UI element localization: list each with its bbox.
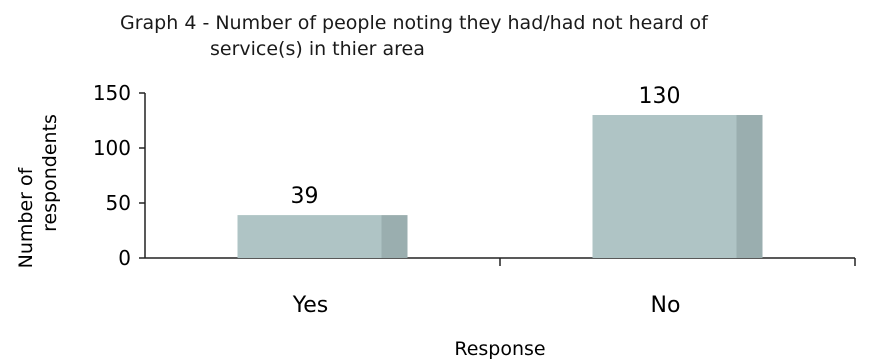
x-axis-title: Response <box>454 338 545 360</box>
x-tick-label-yes: Yes <box>292 293 329 318</box>
y-tick-label: 50 <box>106 191 131 215</box>
y-axis-title-line1: Number of <box>15 166 37 268</box>
bar-no <box>592 115 737 258</box>
y-axis-title: Number of respondents <box>15 114 61 268</box>
data-label-yes: 39 <box>291 184 319 209</box>
y-tick-label: 150 <box>93 81 131 105</box>
y-tick-label: 100 <box>93 136 131 160</box>
bar-shade-no <box>736 115 763 258</box>
chart-title-line2: service(s) in thier area <box>210 38 425 60</box>
bar-yes <box>237 215 382 258</box>
y-axis-title-line2: respondents <box>39 114 61 232</box>
data-label-no: 130 <box>639 84 681 109</box>
bar-shade-yes <box>381 215 408 258</box>
y-tick-label: 0 <box>118 246 131 270</box>
chart-title-line1: Graph 4 - Number of people noting they h… <box>120 12 708 34</box>
chart-title: Graph 4 - Number of people noting they h… <box>120 10 800 62</box>
x-tick-label-no: No <box>651 293 681 318</box>
